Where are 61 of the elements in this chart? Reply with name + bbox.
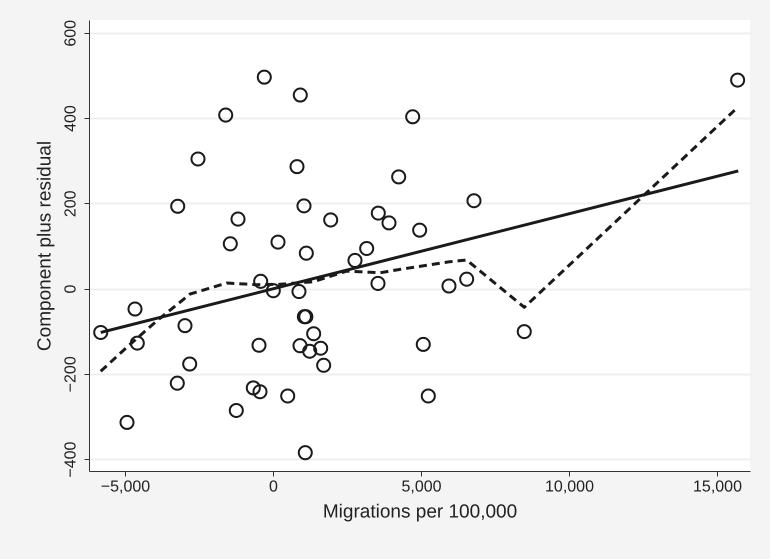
x-tick-label: 15,000 (693, 478, 742, 496)
point (381, 215, 397, 230)
y-tick-label: 600 (62, 20, 80, 47)
point (370, 276, 386, 291)
point (246, 380, 261, 396)
point (177, 318, 193, 334)
point (292, 338, 308, 354)
point (130, 336, 145, 351)
point (182, 356, 198, 372)
point (466, 193, 482, 208)
point (516, 324, 532, 340)
x-tick-label: 5,000 (401, 478, 442, 496)
point (405, 109, 420, 124)
point (313, 340, 328, 356)
y-tick-label: −200 (62, 356, 80, 392)
point (292, 88, 308, 103)
point (127, 302, 143, 317)
y-axis-title: Component plus residual (34, 140, 56, 352)
x-tick-label: 0 (269, 478, 278, 496)
point (252, 384, 268, 400)
point (459, 272, 474, 287)
point (296, 198, 312, 214)
point (391, 169, 406, 184)
y-tick-label: 0 (62, 284, 80, 294)
point (730, 72, 746, 88)
point (298, 246, 314, 261)
point (119, 414, 135, 430)
x-axis-title: Migrations per 100,000 (322, 502, 518, 522)
point (190, 151, 206, 166)
point (302, 344, 318, 359)
point (420, 388, 436, 404)
point (347, 252, 363, 268)
point (270, 234, 286, 250)
point (228, 402, 244, 418)
point (170, 376, 185, 391)
point (370, 206, 386, 221)
point (256, 70, 272, 85)
point (441, 278, 456, 294)
point (359, 240, 374, 256)
point (323, 212, 338, 228)
point (412, 222, 428, 238)
y-tick-label: −400 (62, 441, 80, 478)
point (298, 445, 313, 460)
point (222, 236, 238, 252)
point (251, 338, 267, 353)
x-tick-label: −5,000 (100, 478, 150, 496)
point (218, 108, 234, 123)
y-tick-label: 400 (62, 105, 80, 132)
x-tick-label: 10,000 (545, 478, 594, 496)
point (306, 326, 322, 342)
point (291, 284, 306, 300)
point (93, 324, 108, 340)
y-tick-label: 200 (62, 190, 80, 218)
point (170, 198, 186, 214)
point (416, 336, 431, 352)
point (230, 212, 246, 227)
point (289, 159, 305, 174)
point (266, 283, 281, 298)
point (280, 388, 296, 404)
point (253, 274, 268, 289)
point (316, 358, 332, 373)
